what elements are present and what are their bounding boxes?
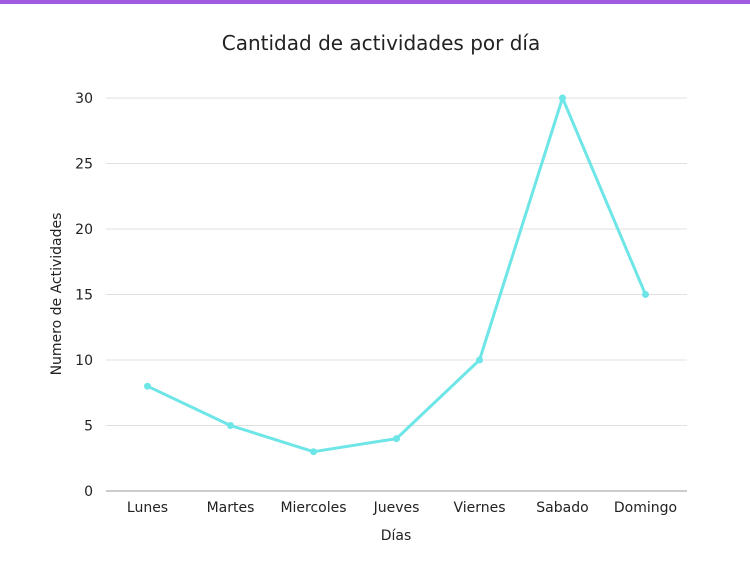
data-point[interactable]: [559, 94, 566, 102]
y-tick-label: 30: [75, 91, 93, 107]
y-tick-label: 0: [84, 484, 93, 500]
x-tick-label: Miercoles: [280, 500, 346, 516]
data-point[interactable]: [393, 435, 400, 443]
x-axis-ticks: Lunes Martes Miercoles Jueves Viernes Sabado D…: [127, 500, 677, 516]
x-tick-label: Viernes: [453, 500, 505, 516]
x-tick-label: Sabado: [536, 500, 588, 516]
y-axis-ticks: 0 5 10 15 20 25 30: [75, 91, 93, 500]
data-point[interactable]: [310, 448, 317, 456]
y-tick-label: 20: [75, 222, 93, 238]
x-tick-label: Domingo: [614, 500, 677, 516]
data-point[interactable]: [476, 356, 483, 364]
data-point[interactable]: [144, 382, 151, 390]
x-axis-title: Días: [381, 528, 412, 544]
data-point[interactable]: [642, 291, 649, 298]
gridlines: [106, 97, 687, 426]
data-point[interactable]: [227, 422, 234, 429]
y-axis-title: Numero de Actividades: [49, 213, 65, 376]
y-tick-label: 15: [75, 288, 93, 304]
chart-title: Cantidad de actividades por día: [222, 31, 540, 55]
top-accent-bar: [0, 0, 750, 4]
x-tick-label: Lunes: [127, 500, 168, 516]
y-tick-label: 25: [75, 157, 93, 173]
y-tick-label: 5: [84, 419, 93, 435]
y-tick-label: 10: [75, 353, 93, 369]
series-layer: [144, 94, 649, 456]
x-tick-label: Jueves: [373, 500, 420, 516]
series-line: [146, 96, 647, 454]
x-tick-label: Martes: [207, 500, 255, 516]
